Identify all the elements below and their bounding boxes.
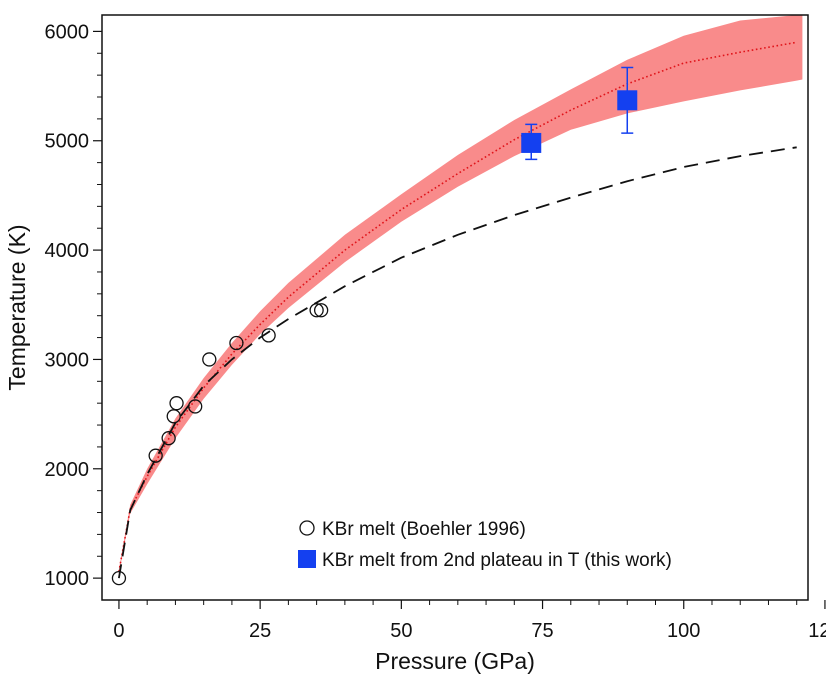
- legend-marker-filled-square: [298, 550, 316, 568]
- data-point-boehler: [166, 409, 181, 424]
- plot-frame: [101, 14, 809, 601]
- legend-label-boehler: KBr melt (Boehler 1996): [322, 519, 526, 540]
- y-tick-label: 5000: [45, 131, 90, 153]
- y-axis: 1000 2000 3000 4000 5000 6000: [45, 21, 102, 590]
- plot-layer: [111, 15, 803, 586]
- data-point-boehler: [188, 399, 203, 414]
- y-tick-label: 1000: [45, 568, 90, 590]
- legend-marker-open-circle: [299, 520, 315, 536]
- data-point-boehler: [169, 396, 184, 411]
- y-tick-label: 4000: [45, 240, 90, 262]
- data-point-this-work: [617, 90, 638, 111]
- legend-label-this-work: KBr melt from 2nd plateau in T (this wor…: [322, 550, 672, 571]
- data-point-boehler: [161, 431, 176, 446]
- data-point-boehler: [202, 352, 217, 367]
- x-tick-label: 125: [808, 620, 826, 642]
- x-axis: 0 25 50 75 100 125: [113, 600, 826, 642]
- x-tick-label: 0: [113, 620, 124, 642]
- x-axis-title: Pressure (GPa): [375, 648, 535, 674]
- legend: KBr melt (Boehler 1996) KBr melt from 2n…: [298, 519, 672, 571]
- uncertainty-band: [118, 15, 803, 574]
- x-tick-label: 75: [531, 620, 553, 642]
- y-tick-label: 3000: [45, 349, 90, 371]
- data-point-this-work: [521, 132, 542, 153]
- y-axis-title: Temperature (K): [4, 224, 30, 390]
- x-tick-label: 50: [390, 620, 412, 642]
- y-tick-label: 2000: [45, 459, 90, 481]
- data-point-boehler: [229, 335, 244, 351]
- data-point-boehler: [261, 328, 276, 343]
- data-point-boehler: [148, 448, 163, 463]
- data-point-boehler: [309, 303, 324, 318]
- y-tick-label: 6000: [45, 21, 90, 43]
- data-point-boehler: [313, 303, 329, 318]
- x-tick-label: 25: [249, 620, 271, 642]
- reference-curve-dashed: [118, 146, 797, 579]
- x-tick-label: 100: [667, 620, 700, 642]
- fit-curve-dotted: [118, 41, 797, 572]
- data-point-boehler: [111, 570, 127, 586]
